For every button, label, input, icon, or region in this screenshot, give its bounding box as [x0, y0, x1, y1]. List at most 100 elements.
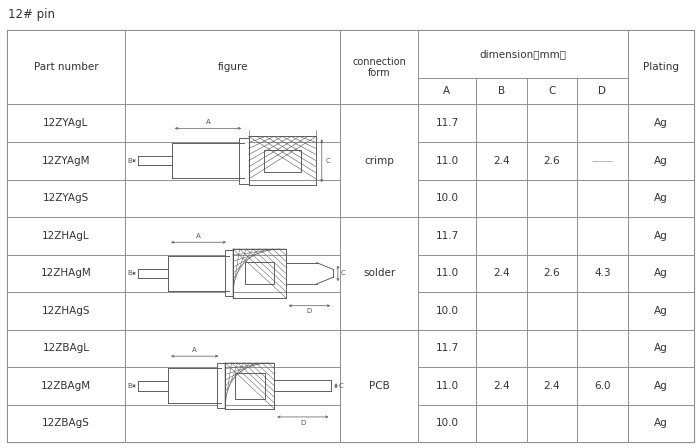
Text: 6.0: 6.0	[594, 381, 611, 391]
Bar	[7, 330, 125, 367]
Bar	[125, 254, 340, 292]
Bar	[577, 217, 627, 254]
Bar	[577, 254, 627, 292]
Bar	[476, 292, 527, 330]
Text: D: D	[598, 86, 606, 96]
Bar	[577, 367, 627, 405]
Bar	[476, 367, 527, 405]
Bar	[527, 254, 577, 292]
Bar	[245, 263, 274, 284]
Bar	[217, 363, 225, 409]
Text: 11.7: 11.7	[436, 343, 459, 353]
Text: 10.0: 10.0	[436, 193, 459, 203]
Text: Plating: Plating	[643, 62, 679, 73]
Bar	[476, 254, 527, 292]
Bar	[476, 104, 527, 142]
Bar	[627, 330, 694, 367]
Text: D: D	[307, 308, 312, 314]
Text: 11.7: 11.7	[436, 118, 459, 128]
Bar	[125, 217, 340, 254]
Bar	[577, 78, 627, 104]
Bar	[527, 217, 577, 254]
Text: D: D	[300, 420, 305, 426]
Bar	[7, 104, 125, 142]
Bar	[125, 142, 340, 180]
Text: A: A	[196, 233, 201, 239]
Bar	[627, 30, 694, 104]
Bar	[224, 250, 233, 297]
Bar	[577, 142, 627, 180]
Text: C: C	[341, 270, 346, 276]
Text: C: C	[549, 86, 556, 96]
Text: PCB: PCB	[369, 381, 390, 391]
Text: 4.3: 4.3	[594, 268, 611, 278]
Text: 12ZYAgL: 12ZYAgL	[43, 118, 89, 128]
Bar	[418, 330, 476, 367]
Bar	[7, 142, 125, 180]
Bar	[7, 180, 125, 217]
Bar	[418, 405, 476, 442]
Bar	[627, 104, 694, 142]
Bar	[476, 78, 527, 104]
Bar	[125, 180, 340, 217]
Text: 10.0: 10.0	[436, 418, 459, 428]
Text: 10.0: 10.0	[436, 306, 459, 316]
Text: Ag: Ag	[654, 156, 668, 166]
Text: C: C	[325, 158, 330, 164]
Text: dimension（mm）: dimension（mm）	[479, 49, 566, 59]
Bar	[527, 330, 577, 367]
Bar	[7, 292, 125, 330]
Text: Ag: Ag	[654, 118, 668, 128]
Bar	[125, 330, 340, 367]
Bar	[418, 254, 476, 292]
Bar	[125, 104, 340, 142]
Bar	[527, 405, 577, 442]
Bar	[340, 104, 418, 217]
Text: 12ZHAgM: 12ZHAgM	[40, 268, 91, 278]
Bar	[627, 180, 694, 217]
Bar	[7, 367, 125, 405]
Bar	[418, 104, 476, 142]
Text: Ag: Ag	[654, 381, 668, 391]
Bar	[7, 405, 125, 442]
Text: 2.4: 2.4	[493, 156, 510, 166]
Bar	[476, 405, 527, 442]
Text: figure: figure	[217, 62, 248, 73]
Text: 11.0: 11.0	[436, 381, 459, 391]
Text: B: B	[127, 270, 132, 276]
Text: C: C	[339, 383, 344, 389]
Text: crimp: crimp	[364, 156, 394, 166]
Bar	[577, 405, 627, 442]
Bar	[7, 254, 125, 292]
Bar	[264, 150, 301, 172]
Bar	[627, 292, 694, 330]
Bar	[418, 367, 476, 405]
Text: 2.6: 2.6	[544, 268, 560, 278]
Bar	[476, 180, 527, 217]
Text: ——: ——	[591, 156, 613, 166]
Bar	[418, 78, 476, 104]
Text: B: B	[127, 158, 132, 164]
Text: 11.0: 11.0	[436, 156, 459, 166]
Bar	[418, 142, 476, 180]
Text: Ag: Ag	[654, 231, 668, 241]
Bar	[239, 138, 249, 184]
Bar	[125, 367, 340, 405]
Bar	[627, 405, 694, 442]
Text: 12ZYAgS: 12ZYAgS	[43, 193, 89, 203]
Text: 12ZYAgM: 12ZYAgM	[42, 156, 90, 166]
Bar	[527, 367, 577, 405]
Bar	[527, 104, 577, 142]
Bar	[627, 142, 694, 180]
Bar	[125, 292, 340, 330]
Text: Ag: Ag	[654, 343, 668, 353]
Bar	[235, 373, 265, 399]
Text: 12ZBAgL: 12ZBAgL	[43, 343, 89, 353]
Bar	[418, 217, 476, 254]
Text: Ag: Ag	[654, 268, 668, 278]
Text: A: A	[206, 119, 210, 125]
Text: Ag: Ag	[654, 193, 668, 203]
Text: connection
form: connection form	[352, 56, 406, 78]
Bar	[476, 142, 527, 180]
Text: 12ZBAgS: 12ZBAgS	[42, 418, 90, 428]
